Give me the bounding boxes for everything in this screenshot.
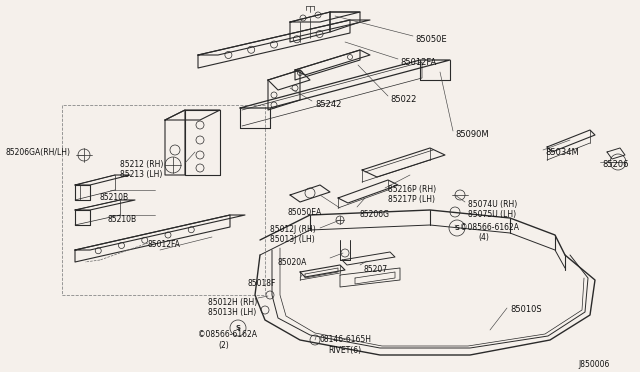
Text: 85206G: 85206G bbox=[360, 210, 390, 219]
Text: 85206GA(RH/LH): 85206GA(RH/LH) bbox=[5, 148, 70, 157]
Text: 85213 (LH): 85213 (LH) bbox=[120, 170, 163, 179]
Text: 85022: 85022 bbox=[390, 95, 417, 104]
Text: J850006: J850006 bbox=[578, 360, 609, 369]
Text: 85210B: 85210B bbox=[108, 215, 137, 224]
Text: RIVET(6): RIVET(6) bbox=[328, 346, 361, 355]
Text: 85242: 85242 bbox=[315, 100, 341, 109]
Text: 85012H (RH): 85012H (RH) bbox=[208, 298, 257, 307]
Text: (4): (4) bbox=[478, 233, 489, 242]
Text: 85074U (RH): 85074U (RH) bbox=[468, 200, 517, 209]
Text: 85012FA: 85012FA bbox=[148, 240, 181, 249]
Text: 85020A: 85020A bbox=[278, 258, 307, 267]
Text: 85216P (RH): 85216P (RH) bbox=[388, 185, 436, 194]
Text: 85206: 85206 bbox=[602, 160, 628, 169]
Text: S: S bbox=[454, 225, 460, 231]
Text: 08146-6165H: 08146-6165H bbox=[320, 335, 372, 344]
Text: 85090M: 85090M bbox=[455, 130, 488, 139]
Text: 85013H (LH): 85013H (LH) bbox=[208, 308, 256, 317]
Text: 85210B: 85210B bbox=[100, 193, 129, 202]
Text: ©08566-6162A: ©08566-6162A bbox=[198, 330, 257, 339]
Text: 85207: 85207 bbox=[364, 265, 388, 274]
Text: ©08566-6162A: ©08566-6162A bbox=[460, 223, 519, 232]
Text: S: S bbox=[236, 325, 241, 331]
Text: 85050E: 85050E bbox=[415, 35, 447, 44]
Text: 85012FA: 85012FA bbox=[400, 58, 436, 67]
Text: 85217P (LH): 85217P (LH) bbox=[388, 195, 435, 204]
Text: 85050EA: 85050EA bbox=[288, 208, 323, 217]
Text: (2): (2) bbox=[218, 341, 228, 350]
Text: 85075U (LH): 85075U (LH) bbox=[468, 210, 516, 219]
Text: 85034M: 85034M bbox=[545, 148, 579, 157]
Text: 85010S: 85010S bbox=[510, 305, 541, 314]
Text: 85212 (RH): 85212 (RH) bbox=[120, 160, 163, 169]
Text: 85012J (RH): 85012J (RH) bbox=[270, 225, 316, 234]
Text: 85018F: 85018F bbox=[248, 279, 276, 288]
Text: 85013J (LH): 85013J (LH) bbox=[270, 235, 315, 244]
